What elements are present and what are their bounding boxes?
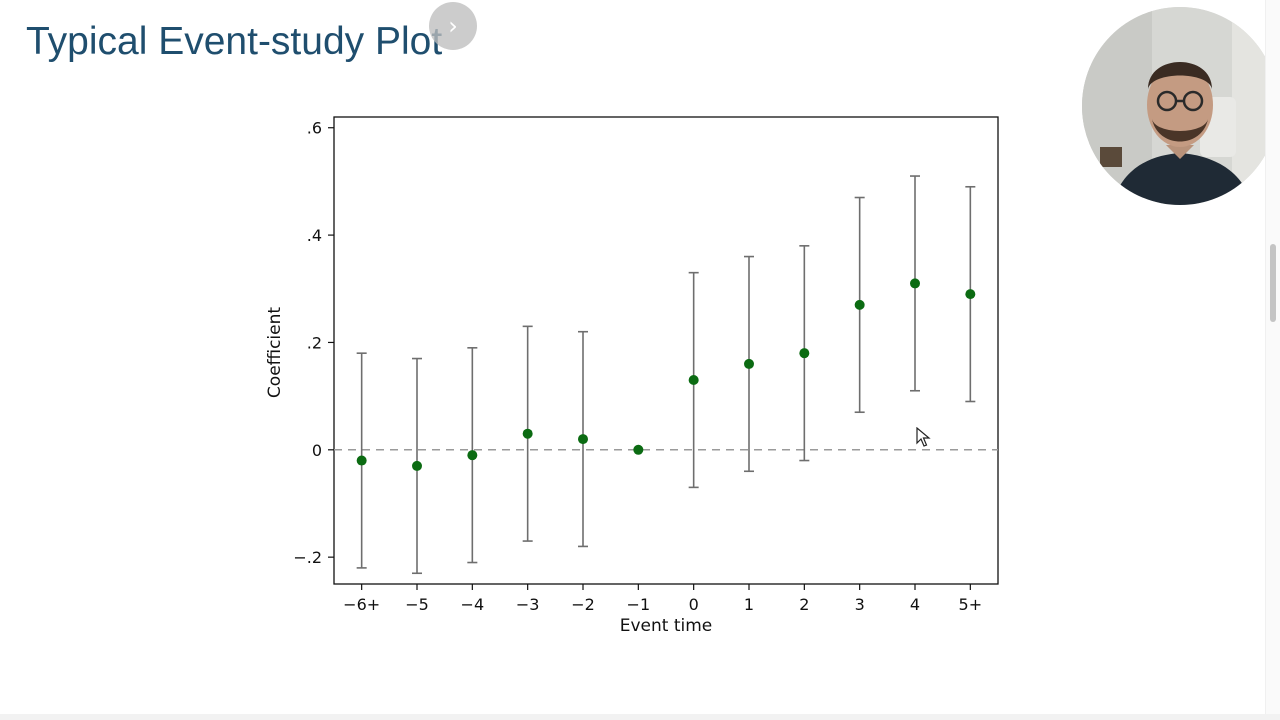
x-axis-title: Event time xyxy=(620,616,713,636)
x-tick-label: 1 xyxy=(744,595,754,614)
data-point xyxy=(854,299,865,310)
event-study-chart: −.2 0 .2 .4 .6 −6+ −5 −4 −3 −2 −1 0 1 2 3 4 5+ Event ti… xyxy=(265,116,999,636)
presenter-video xyxy=(1082,7,1278,205)
x-tick-label: −3 xyxy=(516,595,540,614)
data-point xyxy=(799,348,810,359)
mouse-cursor-icon xyxy=(916,427,931,447)
x-tick-label: 4 xyxy=(910,595,920,614)
data-point xyxy=(688,375,699,386)
data-point xyxy=(910,278,920,289)
data-point xyxy=(356,455,367,466)
y-tick-label: 0 xyxy=(312,441,322,460)
x-tick-label: 5+ xyxy=(959,595,983,614)
y-tick-label: .2 xyxy=(307,333,322,352)
scrollbar-thumb[interactable] xyxy=(1270,244,1276,322)
data-point xyxy=(744,358,754,369)
x-tick-label: 2 xyxy=(799,595,809,614)
x-tick-label: −4 xyxy=(461,595,485,614)
data-point xyxy=(412,460,422,471)
plot-frame xyxy=(333,116,999,585)
y-axis-title: Coefficient xyxy=(265,307,285,398)
x-tick-label: 3 xyxy=(855,595,865,614)
presenter-webcam xyxy=(1082,7,1278,205)
x-tick-label: −6+ xyxy=(343,595,380,614)
data-point xyxy=(965,289,976,300)
data-point xyxy=(467,450,478,461)
vertical-scrollbar[interactable] xyxy=(1265,0,1280,720)
data-point xyxy=(522,428,533,439)
slide-title: Typical Event-study Plot xyxy=(26,20,443,63)
next-slide-button[interactable]: › xyxy=(429,2,477,50)
x-tick-label: −2 xyxy=(571,595,595,614)
y-tick-label: .4 xyxy=(307,226,322,245)
x-tick-label: −5 xyxy=(405,595,429,614)
data-point xyxy=(633,444,644,455)
data-point xyxy=(578,434,588,445)
y-tick-label: −.2 xyxy=(293,548,322,567)
x-tick-label: 0 xyxy=(689,595,699,614)
y-tick-label: .6 xyxy=(307,119,322,138)
x-tick-label: −1 xyxy=(627,595,651,614)
bottom-bar xyxy=(0,714,1280,720)
chevron-right-icon: › xyxy=(448,12,458,40)
